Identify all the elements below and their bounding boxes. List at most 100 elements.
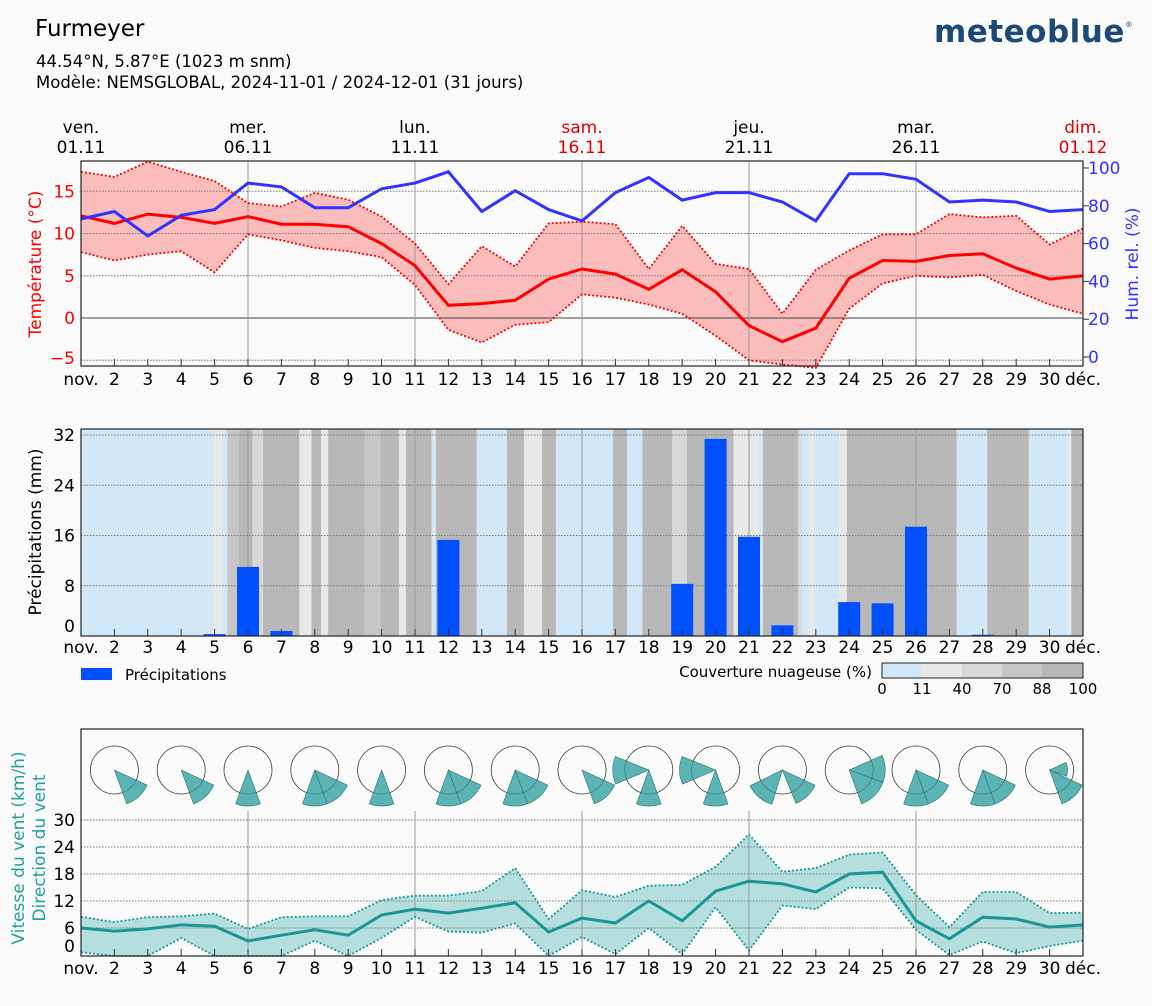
wind-x-tick-label: 22 (772, 959, 794, 979)
temperature-x-tick-label: 15 (538, 370, 560, 390)
precipitation-tick-label: 32 (53, 426, 75, 446)
precipitation-x-tick-label: 6 (243, 638, 254, 658)
wind-rose-sector (612, 756, 650, 785)
wind-rose-ring (891, 745, 941, 795)
temperature-x-tick-label: 5 (209, 370, 220, 390)
cloud-cover-scale-label: 40 (952, 680, 971, 698)
cloud-cover-band (642, 429, 673, 636)
wind-rose-sector (982, 769, 1016, 805)
temperature-x-tick-label: nov. (63, 370, 98, 390)
wind-tick-label: 6 (64, 919, 75, 939)
wind-rose (749, 745, 816, 805)
precipitation-x-tick-label: 13 (471, 638, 493, 658)
temperature-x-tick-label: 2 (109, 370, 120, 390)
humidity-tick-label: 20 (1088, 310, 1110, 330)
temperature-max-line (80, 160, 1084, 316)
wind-rose-sector (1048, 762, 1068, 777)
wind-x-tick-label: 30 (1039, 959, 1061, 979)
weekday-label: dim. (1064, 118, 1101, 138)
cloud-cover-band (299, 429, 312, 636)
cloud-cover-band (321, 429, 329, 636)
wind-tick-label: 18 (53, 865, 75, 885)
wind-rose-ring (223, 745, 273, 795)
date-label: 01.11 (57, 138, 106, 158)
wind-rose-sector (113, 769, 148, 805)
temperature-axis-label: Température (°C) (26, 191, 46, 339)
temperature-x-tick-label: 9 (343, 370, 354, 390)
precipitation-tick-label: 16 (53, 527, 75, 547)
temperature-x-tick-label: 11 (404, 370, 426, 390)
wind-rose-sector (749, 769, 783, 805)
wind-rose-ring (958, 745, 1008, 795)
cloud-cover-band (221, 429, 228, 636)
wind-rose (557, 745, 615, 805)
wind-rose-ring (824, 745, 874, 795)
wind-x-tick-label: 21 (738, 959, 760, 979)
date-label: 21.11 (725, 138, 774, 158)
logo-registered-mark: ® (1124, 20, 1134, 29)
wind-x-tick-label: 20 (705, 959, 727, 979)
wind-rose (958, 745, 1016, 807)
wind-rose-ring (357, 745, 406, 795)
cloud-cover-scale-segment (962, 663, 1002, 678)
wind-rose (824, 745, 886, 805)
cloud-cover-scale-label: 0 (877, 680, 887, 698)
precipitation-bar (237, 566, 259, 636)
humidity-tick-label: 80 (1088, 197, 1110, 217)
wind-rose-ring (290, 745, 340, 795)
wind-rose-sector (1049, 769, 1083, 805)
cloud-cover-band (524, 429, 542, 636)
temperature-x-tick-label: 28 (972, 370, 994, 390)
temperature-tick-label: −5 (50, 349, 75, 369)
wind-rose-ring (758, 745, 807, 795)
wind-x-tick-label: 9 (343, 959, 354, 979)
precipitation-x-tick-label: 8 (309, 638, 320, 658)
cloud-cover-band (763, 429, 799, 636)
cloud-cover-band (555, 429, 614, 636)
precipitation-x-tick-label: 27 (939, 638, 961, 658)
date-label: 16.11 (558, 138, 607, 158)
wind-tick-label: 12 (53, 892, 75, 912)
wind-x-tick-label: 4 (176, 959, 187, 979)
temperature-x-tick-label: 18 (638, 370, 660, 390)
wind-rose-ring (691, 745, 740, 795)
precipitation-x-tick-label: 18 (638, 638, 660, 658)
wind-rose-sector (514, 769, 549, 805)
precipitation-bar (871, 603, 894, 636)
wind-rose-sector (581, 769, 615, 805)
wind-x-tick-label: 8 (309, 959, 320, 979)
cloud-cover-band (1071, 429, 1083, 636)
wind-rose-ring (1025, 745, 1074, 795)
wind-x-tick-label: 28 (972, 959, 994, 979)
precipitation-x-tick-label: déc. (1065, 638, 1101, 658)
cloud-cover-band (956, 429, 988, 636)
wind-rose-ring (424, 745, 473, 795)
precipitation-legend-label: Précipitations (125, 666, 227, 684)
location-title: Furmeyer (35, 16, 145, 42)
wind-x-tick-label: 12 (438, 959, 460, 979)
cloud-cover-band (541, 429, 556, 636)
wind-x-tick-label: 26 (905, 959, 927, 979)
cloud-cover-band (431, 429, 437, 636)
weekday-label: ven. (63, 118, 100, 138)
temperature-x-tick-label: 14 (504, 370, 526, 390)
temperature-panel: ven.01.11 mer.06.11 lun.11.11 sam.16.11 jeu.… (50, 118, 1121, 390)
temperature-tick-label: 10 (53, 225, 75, 245)
cloud-cover-scale-label: 70 (992, 680, 1011, 698)
cloud-cover-band (801, 429, 809, 636)
precipitation-bar (838, 602, 861, 636)
precipitation-x-tick-label: 30 (1039, 638, 1061, 658)
cloud-cover-band (808, 429, 815, 636)
wind-rose-ring (156, 745, 206, 795)
wind-tick-label: 0 (64, 937, 75, 957)
cloud-cover-band (1028, 429, 1068, 636)
cloud-cover-band (814, 429, 840, 636)
precipitation-x-tick-label: 15 (538, 638, 560, 658)
humidity-tick-label: 100 (1088, 159, 1120, 179)
wind-x-tick-label: 15 (538, 959, 560, 979)
cloud-cover-band (227, 429, 239, 636)
cloud-cover-band (627, 429, 643, 636)
